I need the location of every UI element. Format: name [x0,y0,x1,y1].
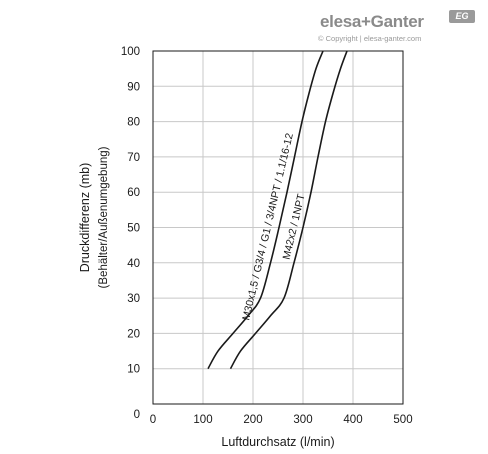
y-tick-label: 10 [127,364,140,376]
y-axis-label: Druckdifferenz (mb) [78,163,92,273]
x-tick-label: 400 [343,414,362,426]
x-tick-label: 100 [193,414,212,426]
chart-curves [207,50,348,370]
x-axis-label: Luftdurchsatz (l/min) [221,435,334,449]
y-tick-label: 70 [127,152,140,164]
y-tick-label: 0 [134,409,140,421]
plot-frame [152,50,404,405]
chart-grid [153,51,403,404]
y-axis-sublabel: (Behälter/Außenumgebung) [98,146,110,288]
y-tick-label: 30 [127,293,140,305]
y-tick-label: 20 [127,328,140,340]
x-tick-label: 500 [393,414,412,426]
brand-copyright: © Copyright | elesa-ganter.com [318,34,422,43]
x-tick-labels: 0 100 200 300 400 500 [150,414,413,426]
y-tick-label: 40 [127,258,140,270]
series-line [207,50,324,370]
y-tick-label: 60 [127,187,140,199]
brand-badge: EG [449,10,475,23]
x-tick-label: 300 [293,414,312,426]
y-tick-labels: 10 20 30 40 50 60 70 80 90 100 0 [121,46,140,421]
x-tick-label: 200 [243,414,262,426]
y-tick-label: 90 [127,81,140,93]
y-tick-label: 100 [121,46,140,58]
curve-labels: M30x1,5 / G3/4 / G1 / 3/4NPT / 1.1/16-12… [240,132,307,322]
y-tick-label: 50 [127,223,140,235]
series-line [229,50,348,370]
x-tick-label: 0 [150,414,156,426]
brand-logo: elesa+Ganter EG © Copyright | elesa-gant… [318,10,476,50]
y-tick-label: 80 [127,117,140,129]
brand-name: elesa+Ganter [320,12,424,31]
